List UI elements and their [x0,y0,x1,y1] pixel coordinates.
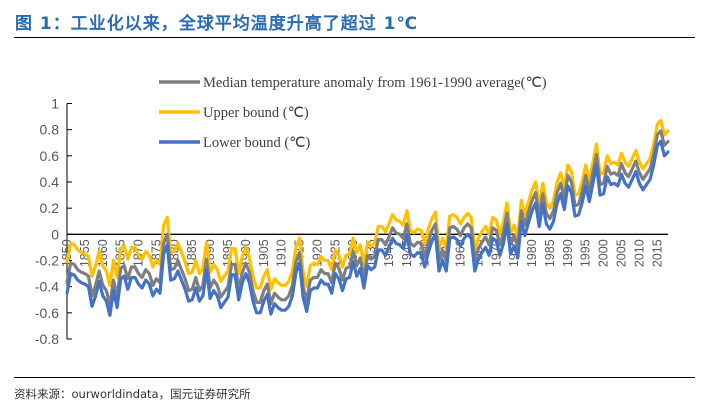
x-tick-label: 1980 [525,239,539,267]
figure-title: 图 1：工业化以来，全球平均温度升高了超过 1℃ [15,14,419,34]
x-tick-label: 1910 [275,239,289,267]
y-tick-label: 1 [51,96,59,112]
x-tick-label: 1895 [221,239,235,267]
y-tick-label: 0.6 [40,148,60,164]
series-line-upper [65,118,670,291]
x-tick-label: 1960 [454,239,468,267]
top-rule [14,37,695,38]
x-tick-label: 2000 [597,239,611,267]
y-tick-label: -0.4 [35,279,59,295]
y-tick-label: -0.8 [35,331,59,347]
y-tick-label: 0.4 [40,174,60,190]
legend-item-lower: Lower bound (℃) [159,135,310,151]
y-tick-label: -0.6 [35,305,59,321]
legend-label-lower: Lower bound (℃) [203,135,310,151]
y-tick-label: -0.2 [35,253,59,269]
x-tick-label: 1990 [561,239,575,267]
series-line-median [65,129,670,307]
y-tick-label: 0.2 [40,200,60,216]
x-tick-label: 1860 [96,239,110,267]
y-tick-label: 0 [51,226,59,242]
x-tick-label: 1905 [257,239,271,267]
y-tick-label: 0.8 [40,122,60,138]
source-note: 资料来源：ourworldindata，国元证券研究所 [14,387,251,401]
x-tick-label: 2010 [632,239,646,267]
y-axis: 1 0.8 0.6 0.4 0.2 0 -0.2 -0.4 -0.6 -0.8 [35,96,72,347]
series-layer [65,118,670,317]
legend-label-median: Median temperature anomaly from 1961-199… [203,75,547,91]
legend: Median temperature anomaly from 1961-199… [159,75,547,151]
x-tick-label: 2015 [650,239,664,267]
legend-item-median: Median temperature anomaly from 1961-199… [159,75,547,91]
bottom-rule [14,377,695,378]
x-tick-label: 1995 [579,239,593,267]
legend-label-upper: Upper bound (℃) [203,105,309,121]
legend-item-upper: Upper bound (℃) [159,105,309,121]
x-tick-label: 2005 [614,239,628,267]
series-line-lower [65,139,670,317]
x-tick-label: 1985 [543,239,557,267]
